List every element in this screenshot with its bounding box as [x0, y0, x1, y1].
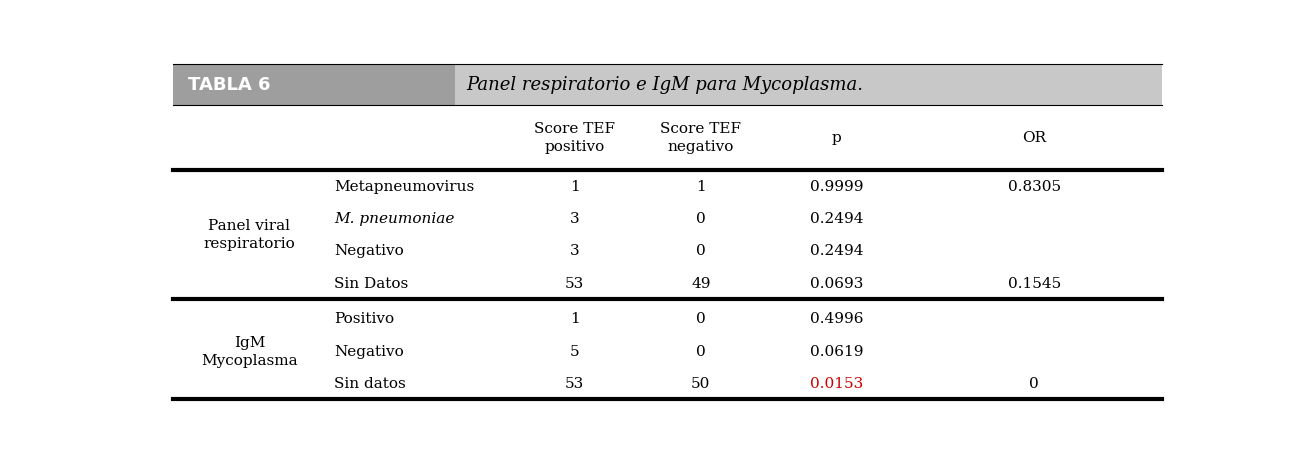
Text: Negativo: Negativo — [335, 244, 404, 258]
Text: Sin Datos: Sin Datos — [335, 276, 409, 290]
Text: Score TEF
positivo: Score TEF positivo — [534, 122, 616, 153]
Text: Metapneumovirus: Metapneumovirus — [335, 179, 474, 193]
Text: 0.0153: 0.0153 — [810, 376, 863, 390]
Text: 0.2494: 0.2494 — [810, 244, 863, 258]
Text: 5: 5 — [570, 344, 579, 358]
Text: 0.0693: 0.0693 — [810, 276, 863, 290]
Text: 53: 53 — [565, 276, 585, 290]
Text: 1: 1 — [570, 179, 579, 193]
Bar — [454, 65, 1161, 106]
Text: 0.2494: 0.2494 — [810, 212, 863, 226]
Text: 1: 1 — [697, 179, 706, 193]
Text: 3: 3 — [570, 212, 579, 226]
Text: 0.1545: 0.1545 — [1008, 276, 1061, 290]
Text: 0: 0 — [697, 344, 706, 358]
Text: 0.4996: 0.4996 — [810, 312, 863, 326]
Text: 0.9999: 0.9999 — [810, 179, 863, 193]
Text: Sin datos: Sin datos — [335, 376, 406, 390]
Text: IgM
Mycoplasma: IgM Mycoplasma — [202, 335, 298, 367]
Text: 53: 53 — [565, 376, 585, 390]
Text: OR: OR — [1022, 131, 1047, 145]
Text: Score TEF
negativo: Score TEF negativo — [660, 122, 741, 153]
Text: TABLA 6: TABLA 6 — [187, 76, 271, 94]
Text: p: p — [832, 131, 841, 145]
Text: M. pneumoniae: M. pneumoniae — [335, 212, 454, 226]
Text: 50: 50 — [691, 376, 711, 390]
Text: 0: 0 — [1030, 376, 1039, 390]
Text: 0.0619: 0.0619 — [810, 344, 863, 358]
Text: 0: 0 — [697, 312, 706, 326]
Text: 0: 0 — [697, 212, 706, 226]
Text: 3: 3 — [570, 244, 579, 258]
Text: 1: 1 — [570, 312, 579, 326]
Bar — [173, 65, 454, 106]
Text: 0: 0 — [697, 244, 706, 258]
Text: 49: 49 — [691, 276, 711, 290]
Text: 0.8305: 0.8305 — [1008, 179, 1061, 193]
Text: Panel respiratorio e IgM para Mycoplasma.: Panel respiratorio e IgM para Mycoplasma… — [467, 76, 863, 94]
Text: Negativo: Negativo — [335, 344, 404, 358]
Text: Positivo: Positivo — [335, 312, 395, 326]
Text: Panel viral
respiratorio: Panel viral respiratorio — [203, 218, 296, 251]
